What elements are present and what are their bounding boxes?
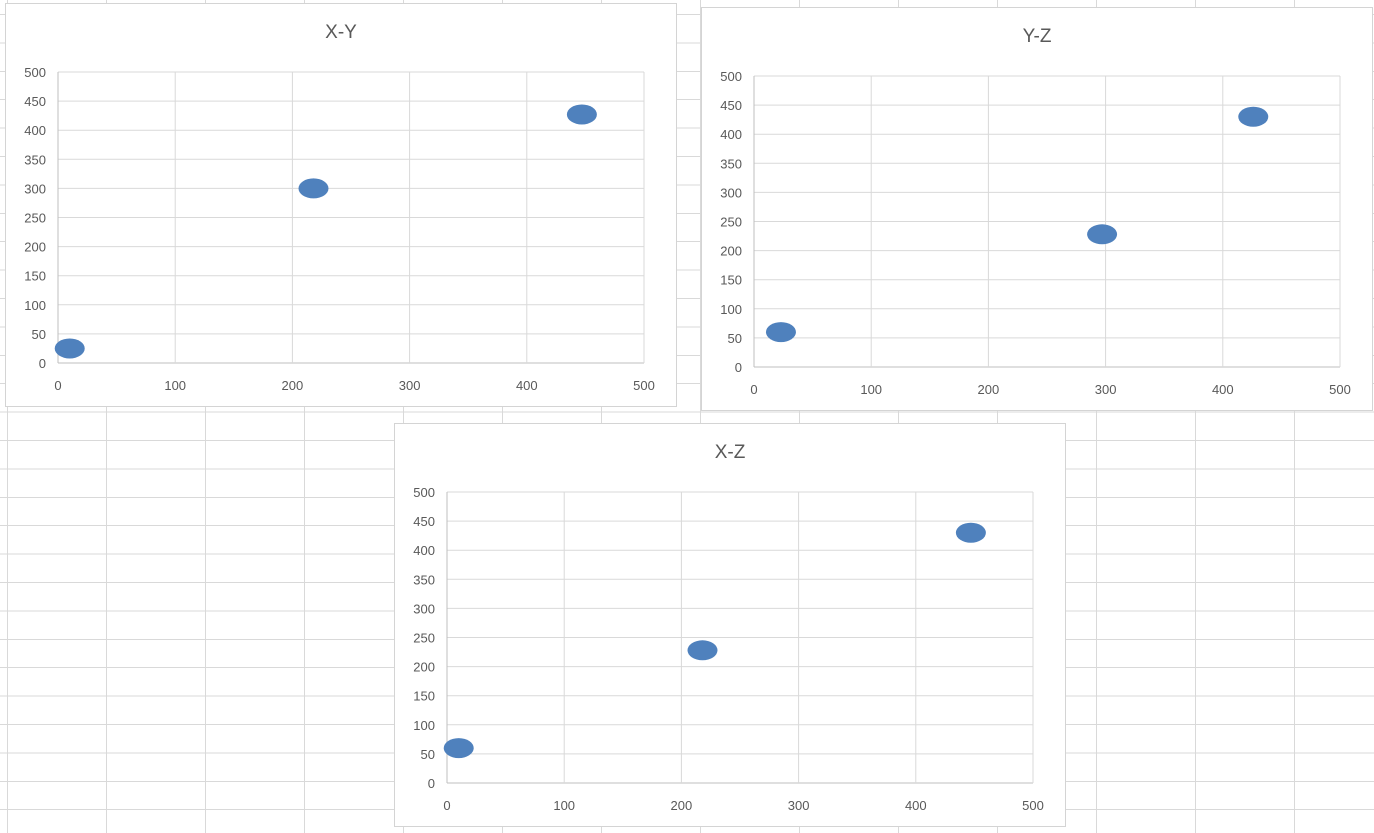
x-tick-label: 200 bbox=[671, 798, 693, 813]
y-tick-label: 250 bbox=[24, 211, 46, 226]
data-point[interactable] bbox=[687, 640, 718, 661]
x-tick-label: 0 bbox=[750, 382, 757, 397]
y-tick-label: 250 bbox=[720, 215, 742, 230]
y-tick-label: 100 bbox=[720, 302, 742, 317]
y-tick-label: 450 bbox=[720, 98, 742, 113]
y-tick-label: 0 bbox=[735, 360, 742, 375]
x-tick-label: 500 bbox=[1329, 382, 1351, 397]
y-tick-label: 150 bbox=[720, 273, 742, 288]
y-tick-label: 150 bbox=[413, 689, 435, 704]
x-tick-label: 100 bbox=[164, 378, 186, 393]
y-tick-label: 300 bbox=[24, 181, 46, 196]
y-tick-label: 200 bbox=[720, 244, 742, 259]
chart-y-z[interactable]: Y-Z 0 50 100 150 200 250 300 350 400 450 500 0 100 20… bbox=[701, 7, 1373, 411]
x-tick-label: 500 bbox=[633, 378, 655, 393]
data-point[interactable] bbox=[1238, 106, 1269, 127]
y-tick-label: 200 bbox=[24, 240, 46, 255]
chart-title: Y-Z bbox=[1022, 26, 1052, 47]
data-point[interactable] bbox=[443, 738, 474, 759]
data-point[interactable] bbox=[566, 104, 597, 125]
x-tick-label: 300 bbox=[1095, 382, 1117, 397]
y-tick-label: 250 bbox=[413, 631, 435, 646]
y-tick-label: 400 bbox=[720, 127, 742, 142]
data-point[interactable] bbox=[1087, 224, 1118, 245]
y-tick-label: 450 bbox=[413, 514, 435, 529]
y-tick-label: 300 bbox=[720, 185, 742, 200]
y-tick-label: 50 bbox=[421, 747, 435, 762]
x-tick-label: 500 bbox=[1022, 798, 1044, 813]
x-tick-label: 0 bbox=[54, 378, 61, 393]
y-tick-label: 400 bbox=[413, 543, 435, 558]
x-tick-label: 200 bbox=[978, 382, 1000, 397]
y-tick-label: 500 bbox=[413, 485, 435, 500]
y-tick-label: 100 bbox=[24, 298, 46, 313]
data-point[interactable] bbox=[955, 522, 986, 543]
y-tick-label: 500 bbox=[24, 65, 46, 80]
scatter-plot: 0 50 100 150 200 250 300 350 400 450 500 0 100 200 300… bbox=[413, 485, 1044, 813]
y-tick-label: 400 bbox=[24, 123, 46, 138]
y-tick-label: 150 bbox=[24, 269, 46, 284]
x-tick-label: 400 bbox=[516, 378, 538, 393]
y-tick-label: 0 bbox=[39, 356, 46, 371]
y-tick-label: 300 bbox=[413, 601, 435, 616]
x-tick-label: 200 bbox=[282, 378, 304, 393]
x-tick-label: 100 bbox=[860, 382, 882, 397]
y-tick-label: 100 bbox=[413, 718, 435, 733]
x-tick-label: 300 bbox=[399, 378, 421, 393]
y-tick-label: 350 bbox=[720, 156, 742, 171]
chart-x-z[interactable]: X-Z 0 50 100 150 200 250 300 350 400 450 500 0 100 20… bbox=[394, 423, 1066, 827]
chart-title: X-Y bbox=[325, 22, 357, 43]
x-tick-label: 400 bbox=[905, 798, 927, 813]
chart-x-y[interactable]: X-Y 0 50 100 150 200 250 300 350 400 450 500 0 100 20… bbox=[5, 3, 677, 407]
x-tick-label: 400 bbox=[1212, 382, 1234, 397]
x-tick-label: 300 bbox=[788, 798, 810, 813]
scatter-plot: 0 50 100 150 200 250 300 350 400 450 500 0 100 200 300… bbox=[24, 65, 655, 393]
data-point[interactable] bbox=[765, 322, 796, 343]
y-tick-label: 50 bbox=[32, 327, 46, 342]
y-tick-label: 50 bbox=[728, 331, 742, 346]
scatter-plot: 0 50 100 150 200 250 300 350 400 450 500 0 100 200 300… bbox=[720, 69, 1351, 397]
data-point[interactable] bbox=[298, 178, 329, 199]
y-tick-label: 0 bbox=[428, 776, 435, 791]
y-tick-label: 200 bbox=[413, 660, 435, 675]
y-tick-label: 350 bbox=[24, 152, 46, 167]
y-tick-label: 450 bbox=[24, 94, 46, 109]
x-tick-label: 0 bbox=[443, 798, 450, 813]
data-point[interactable] bbox=[54, 338, 85, 359]
y-tick-label: 500 bbox=[720, 69, 742, 84]
y-tick-label: 350 bbox=[413, 572, 435, 587]
chart-title: X-Z bbox=[714, 442, 746, 463]
x-tick-label: 100 bbox=[553, 798, 575, 813]
